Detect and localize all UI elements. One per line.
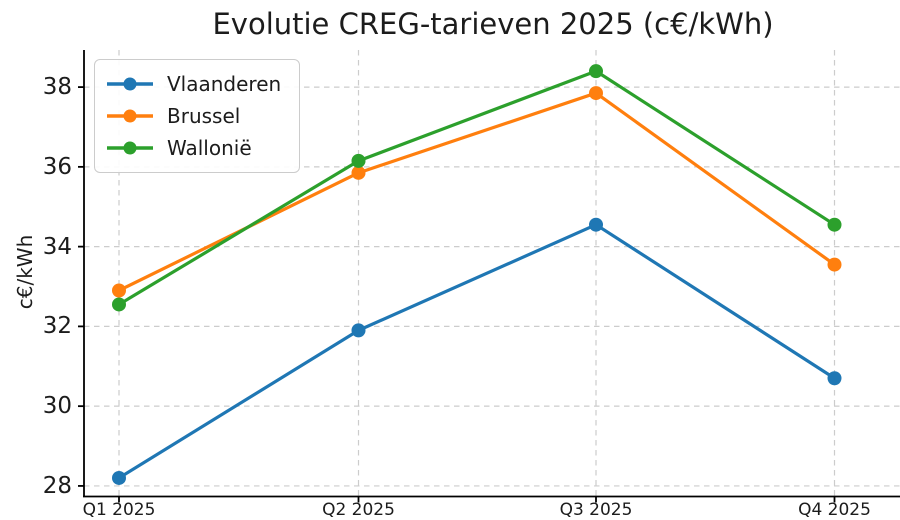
data-point-vlaanderen: [351, 323, 366, 338]
y-tick-label: 36: [42, 153, 72, 180]
series-line-wallonië: [118, 69, 836, 306]
legend-line-marker-icon: [107, 141, 153, 155]
plot-canvas: [78, 50, 900, 503]
legend-label: Vlaanderen: [167, 72, 282, 96]
legend-line-marker-icon: [107, 77, 153, 91]
legend-label: Brussel: [167, 104, 241, 128]
y-tick-label: 32: [42, 313, 72, 340]
data-point-brussel: [351, 165, 366, 180]
x-tick-label: Q1 2025: [82, 500, 156, 520]
data-point-wallonië: [827, 217, 842, 232]
legend: Vlaanderen Brussel Wallonië: [94, 59, 301, 173]
y-tick-label: 34: [42, 233, 72, 260]
data-point-vlaanderen: [589, 217, 603, 232]
data-point-brussel: [827, 257, 842, 272]
x-tick-label: Q2 2025: [322, 500, 395, 520]
data-point-wallonië: [589, 64, 603, 79]
data-point-brussel: [589, 86, 603, 101]
data-point-wallonië: [351, 153, 366, 168]
line-chart-figure: Evolutie CREG-tarieven 2025 (c€/kWh) c€/…: [13, 7, 900, 520]
legend-item-brussel: Brussel: [106, 100, 281, 132]
y-tick-label: 38: [42, 74, 72, 101]
legend-label: Wallonië: [167, 136, 252, 160]
x-tick-label: Q4 2025: [798, 500, 871, 520]
data-point-vlaanderen: [827, 371, 842, 386]
legend-line-marker-icon: [107, 109, 153, 123]
data-point-brussel: [112, 283, 126, 298]
y-tick-label: 30: [42, 393, 72, 420]
chart-title: Evolutie CREG-tarieven 2025 (c€/kWh): [212, 7, 774, 41]
x-tick-label: Q3 2025: [559, 500, 633, 520]
series-line-vlaanderen: [118, 223, 836, 480]
legend-item-vlaanderen: Vlaanderen: [106, 68, 281, 100]
data-point-wallonië: [112, 297, 126, 312]
legend-item-wallonië: Wallonië: [106, 132, 281, 164]
y-tick-label: 28: [42, 472, 72, 499]
data-point-vlaanderen: [112, 470, 126, 485]
